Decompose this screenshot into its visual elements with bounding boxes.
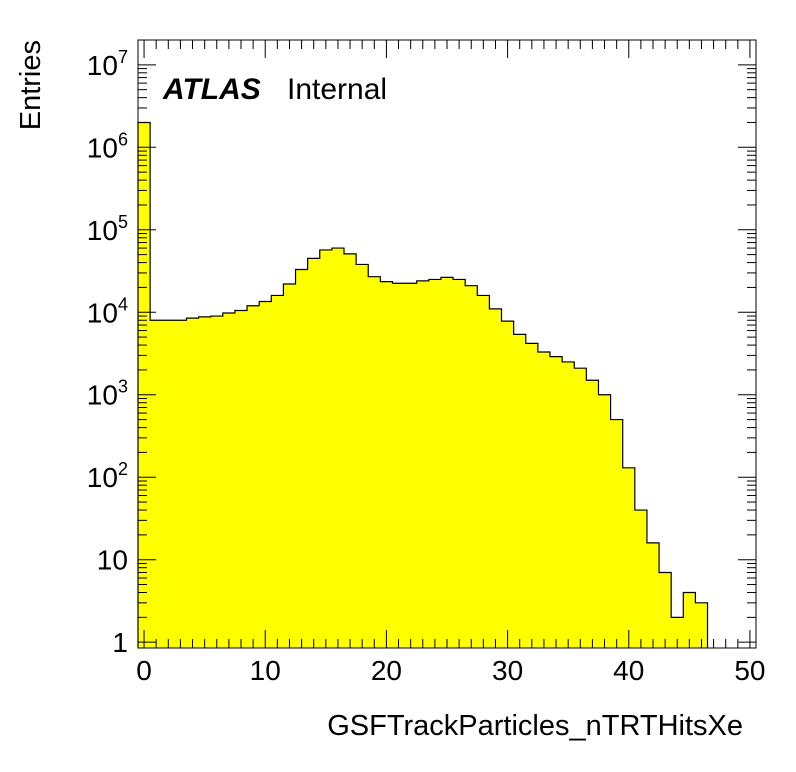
x-tick-label: 50 — [734, 655, 765, 686]
histogram-bar — [440, 277, 454, 648]
histogram-bar — [380, 281, 393, 648]
atlas-label: ATLAS — [162, 73, 261, 106]
histogram-bar — [501, 321, 515, 648]
histogram-bar — [634, 510, 648, 648]
histogram-bar — [162, 320, 175, 648]
tick-labels: 0 10 20 30 40 50 1 10 102 103 104 105 106 107 — [87, 47, 766, 686]
histogram-bar — [150, 320, 163, 648]
y-axis-label: Entries — [15, 40, 47, 130]
histogram-bar — [210, 316, 224, 648]
x-tick-label: 40 — [613, 655, 644, 686]
histogram-bar — [356, 264, 369, 648]
histogram-bar — [537, 351, 551, 648]
histogram-bar — [283, 284, 296, 648]
histogram-bar — [259, 301, 272, 648]
histogram-bar — [489, 308, 502, 648]
histogram-outline — [137, 121, 709, 648]
histogram-bar — [513, 334, 527, 648]
histogram-bar — [562, 361, 575, 648]
histogram-bar — [465, 285, 478, 648]
histogram-bar — [659, 572, 672, 648]
histogram-bar — [344, 253, 357, 648]
histogram-bar — [138, 122, 151, 649]
x-axis-label: GSFTrackParticles_nTRTHitsXe — [327, 710, 743, 742]
histogram-bar — [586, 380, 599, 648]
y-tick-label: 103 — [87, 377, 128, 411]
histogram-bar — [234, 310, 248, 648]
histogram-bar — [574, 368, 587, 648]
x-tick-label: 10 — [250, 655, 281, 686]
histogram-bar — [610, 419, 624, 648]
histogram-bar — [416, 280, 430, 648]
histogram-bar — [671, 617, 684, 648]
y-tick-label: 1 — [112, 627, 128, 658]
y-tick-label: 107 — [87, 47, 128, 81]
y-tick-label: 104 — [87, 294, 128, 328]
histogram-bar — [295, 269, 309, 648]
histogram-bar — [683, 592, 696, 648]
y-tick-label: 10 — [97, 545, 128, 576]
x-tick-label: 20 — [371, 655, 402, 686]
histogram-bars — [137, 121, 709, 649]
histogram-bar — [198, 316, 212, 648]
plot-frame — [137, 39, 757, 649]
histogram-bar — [319, 249, 333, 649]
histogram-bar — [525, 343, 539, 648]
y-tick-label: 106 — [87, 129, 128, 163]
histogram-bar — [428, 279, 442, 648]
x-tick-label: 0 — [136, 655, 152, 686]
histogram-bar — [368, 276, 381, 648]
histogram-bar — [271, 295, 284, 648]
histogram-bar — [174, 320, 187, 648]
histogram-bar — [186, 318, 199, 648]
histogram-bar — [695, 602, 708, 648]
histogram-bar — [453, 279, 466, 648]
y-tick-label: 105 — [87, 212, 128, 246]
histogram-bar — [550, 356, 563, 648]
x-tick-label: 30 — [492, 655, 523, 686]
axis-ticks — [138, 39, 756, 648]
histogram-bar — [646, 542, 660, 648]
histogram-bar — [247, 305, 260, 648]
y-tick-label: 102 — [87, 459, 128, 493]
histogram-bar — [307, 258, 321, 648]
histogram-bar — [404, 283, 418, 648]
internal-label: Internal — [287, 73, 387, 106]
histogram-bar — [598, 394, 611, 648]
histogram-bar — [392, 283, 405, 648]
histogram-bar — [331, 248, 345, 648]
histogram-bar — [477, 295, 490, 648]
histogram-bar — [622, 467, 636, 648]
histogram-bar — [222, 312, 236, 648]
